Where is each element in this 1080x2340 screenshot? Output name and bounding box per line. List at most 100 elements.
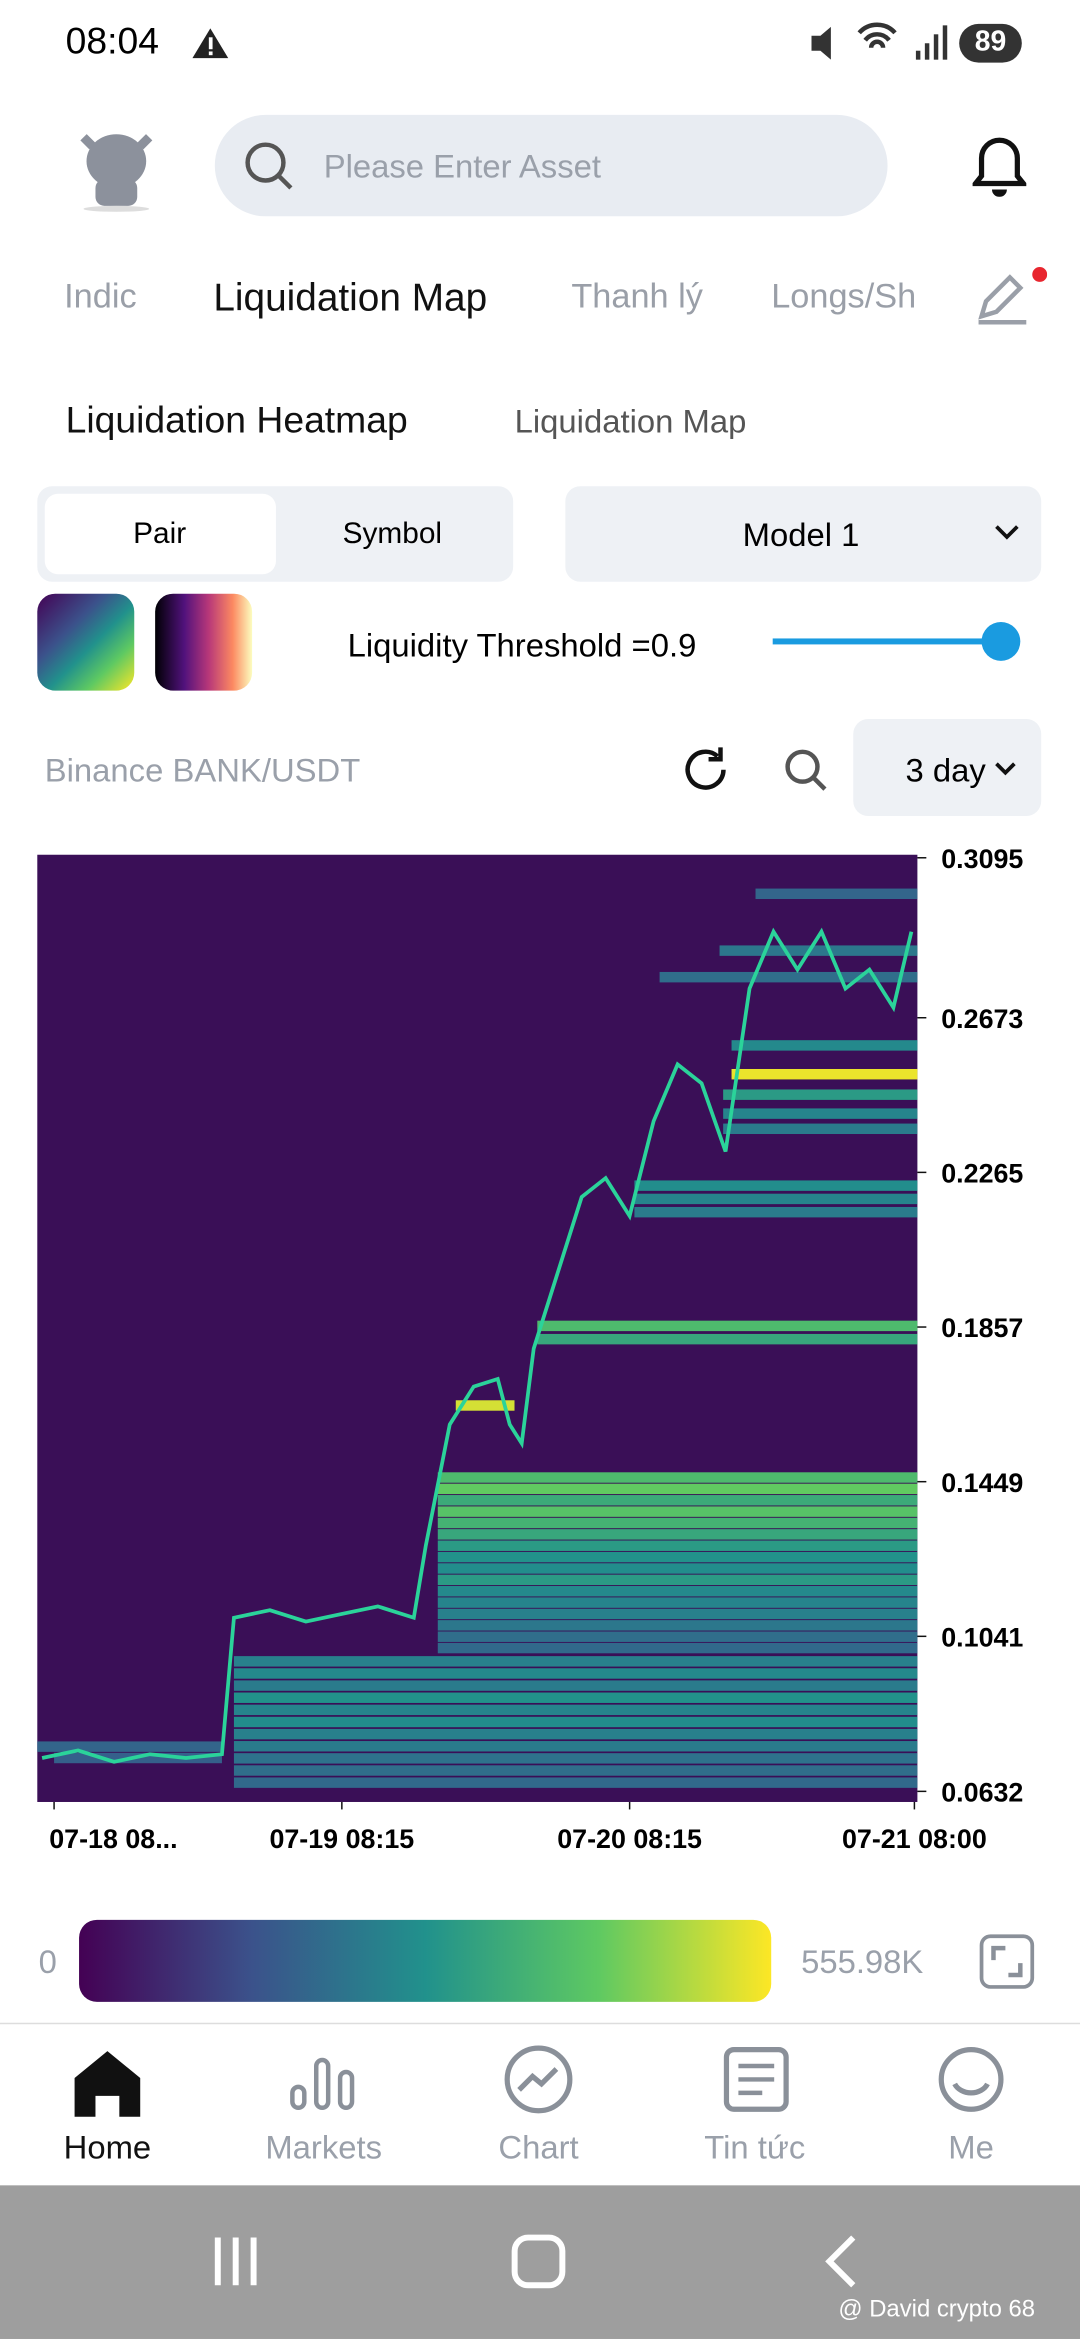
sub-tab-active[interactable]: Liquidation Heatmap: [65, 399, 408, 442]
liquidation-band: [437, 1642, 918, 1654]
search-placeholder: Please Enter Asset: [323, 147, 601, 185]
liquidation-band: [233, 1680, 918, 1691]
nav-item[interactable]: Tin tức: [704, 2128, 806, 2166]
colorbar-label: 0: [39, 1943, 57, 1980]
segment-active: [44, 493, 276, 575]
status-icons: [811, 22, 948, 60]
liquidation-band: [437, 1631, 918, 1642]
chevron: [995, 762, 1016, 776]
search-box[interactable]: [214, 114, 888, 217]
liquidation-band: [723, 1089, 918, 1100]
period-label: 3 day: [905, 751, 986, 790]
liquidation-band: [437, 1529, 918, 1540]
liquidation-band: [537, 1320, 918, 1332]
nav-item[interactable]: Markets: [265, 2128, 383, 2166]
liquidation-band: [634, 1193, 918, 1205]
tab[interactable]: Indic: [64, 275, 137, 315]
colormap-option[interactable]: [37, 593, 135, 691]
liquidation-band: [731, 1040, 918, 1051]
chevron: [995, 525, 1019, 540]
liquidation-band: [437, 1551, 918, 1563]
nav-item[interactable]: Me: [948, 2128, 994, 2166]
time: 08:04: [65, 20, 159, 63]
y-tick-label: 0.2673: [941, 1004, 1023, 1034]
divider: [0, 2022, 1080, 2025]
colorbar-label: 555.98K: [801, 1943, 923, 1980]
liquidation-band: [233, 1765, 918, 1776]
liquidation-band: [233, 1668, 918, 1679]
bell-icon[interactable]: [972, 134, 1027, 197]
nav-item[interactable]: Chart: [498, 2128, 579, 2166]
liquidation-band: [437, 1472, 918, 1483]
x-tick-label: 07-20 08:15: [557, 1824, 702, 1854]
liquidation-band: [437, 1517, 918, 1529]
edit-icon[interactable]: [973, 263, 1048, 326]
system-buttons[interactable]: [0, 2185, 1080, 2339]
y-tick-label: 0.1857: [941, 1313, 1023, 1343]
liquidation-band: [634, 1206, 918, 1218]
liquidation-band: [437, 1506, 918, 1517]
liquidation-band: [437, 1620, 918, 1631]
segment-option[interactable]: Symbol: [342, 517, 443, 551]
x-tick-label: 07-18 08...: [49, 1824, 177, 1854]
liquidation-band: [437, 1495, 918, 1506]
liquidation-band: [37, 1741, 222, 1752]
colorbar: [79, 1919, 772, 2002]
tab[interactable]: Longs/Sh: [771, 275, 917, 315]
liquidation-band: [634, 1180, 918, 1191]
slider-track[interactable]: [772, 638, 1001, 645]
liquidation-band: [233, 1777, 918, 1788]
y-tick-label: 0.0632: [941, 1777, 1023, 1807]
slider-knob[interactable]: [981, 622, 1021, 661]
liquidation-band: [719, 945, 918, 956]
warning-icon: [192, 28, 229, 59]
threshold-label: Liquidity Threshold =0.9: [347, 626, 697, 664]
price-line: [41, 927, 914, 1764]
colormap-option[interactable]: [155, 593, 253, 691]
liquidation-band: [233, 1728, 918, 1740]
liquidation-band: [755, 888, 918, 900]
nav-item-active[interactable]: Home: [63, 2128, 152, 2166]
segment-option[interactable]: Pair: [133, 517, 187, 551]
liquidation-band: [233, 1704, 918, 1716]
battery: 89: [959, 23, 1022, 63]
tab-active[interactable]: Liquidation Map: [213, 274, 488, 320]
model-label: Model 1: [742, 516, 860, 554]
model-dropdown[interactable]: [565, 486, 1042, 582]
search-icon[interactable]: [782, 746, 830, 794]
liquidation-band: [437, 1563, 918, 1574]
y-tick-label: 0.1449: [941, 1468, 1023, 1498]
tab[interactable]: Thanh lý: [571, 275, 703, 315]
liquidation-band: [723, 1108, 918, 1119]
liquidation-band: [437, 1586, 918, 1597]
search-icon: [245, 142, 293, 190]
liquidation-band: [233, 1692, 918, 1703]
liquidation-band: [537, 1333, 918, 1345]
y-tick-label: 0.3095: [941, 844, 1023, 874]
system-bar: [0, 2185, 1080, 2339]
liquidation-band: [659, 971, 918, 983]
y-tick-label: 0.1041: [941, 1622, 1023, 1652]
liquidation-band: [233, 1716, 918, 1728]
liquidation-band: [455, 1400, 515, 1411]
expand-icon[interactable]: [979, 1933, 1036, 1990]
liquidation-band: [233, 1753, 918, 1764]
refresh-icon[interactable]: [679, 743, 733, 797]
liquidation-band: [437, 1597, 918, 1608]
watermark: @ David crypto 68: [838, 2297, 1036, 2323]
liquidation-band: [233, 1656, 918, 1667]
liquidation-band: [437, 1608, 918, 1620]
y-tick-label: 0.2265: [941, 1158, 1023, 1188]
x-tick-label: 07-19 08:15: [269, 1824, 414, 1854]
nav-icons: [74, 2045, 1004, 2117]
liquidation-band: [233, 1741, 918, 1752]
avatar[interactable]: [72, 122, 162, 212]
sub-tab[interactable]: Liquidation Map: [514, 402, 747, 441]
liquidation-band: [437, 1540, 918, 1551]
liquidation-band: [731, 1068, 918, 1080]
liquidation-band: [437, 1574, 918, 1586]
x-tick-label: 07-21 08:00: [842, 1824, 987, 1854]
